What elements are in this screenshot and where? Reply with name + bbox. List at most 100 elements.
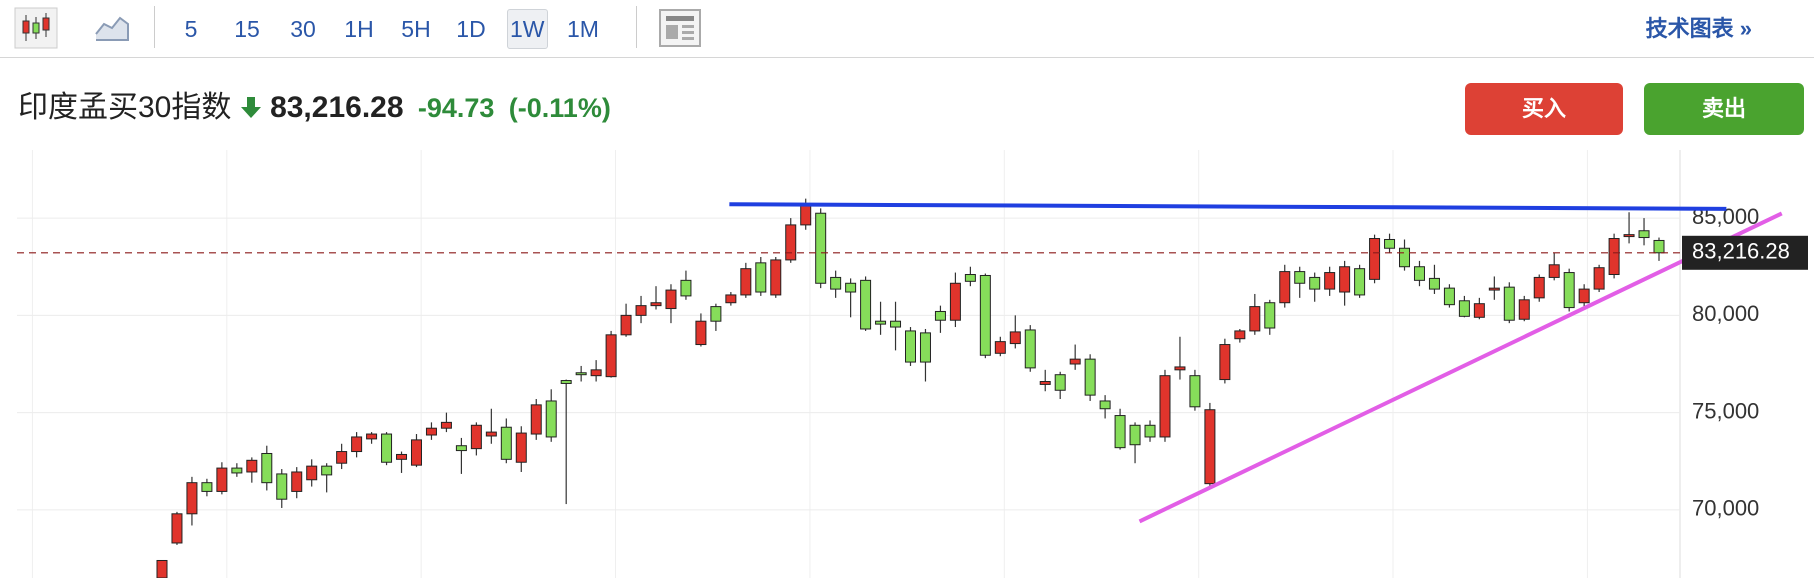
candle-body bbox=[201, 482, 213, 492]
candle-body bbox=[1488, 287, 1500, 291]
candle-body bbox=[1653, 239, 1665, 254]
down-arrow bbox=[240, 97, 261, 118]
price: 83,216.28 bbox=[270, 91, 404, 124]
candle-body bbox=[246, 459, 258, 473]
candle-body bbox=[366, 433, 378, 440]
candle-body bbox=[1294, 271, 1306, 284]
candle-body bbox=[261, 452, 273, 484]
candle-body bbox=[650, 302, 662, 307]
interval-button[interactable]: 1M bbox=[567, 16, 599, 42]
candle-body bbox=[381, 433, 393, 463]
candle-body bbox=[1638, 230, 1650, 239]
candle-body bbox=[1473, 303, 1485, 318]
candle-body bbox=[1324, 272, 1336, 290]
last-price-box bbox=[1682, 235, 1808, 270]
interval-button[interactable]: 1H bbox=[344, 16, 374, 42]
interval-button[interactable]: 1W bbox=[507, 9, 548, 49]
interval-button[interactable]: 1D bbox=[456, 16, 486, 42]
candle-body bbox=[845, 282, 857, 293]
candle-body bbox=[979, 274, 991, 356]
candle-body bbox=[919, 332, 931, 363]
candle-body bbox=[545, 400, 557, 438]
line-icon[interactable] bbox=[94, 12, 130, 42]
separator bbox=[636, 6, 637, 48]
change: -94.73 bbox=[417, 93, 495, 123]
candle-body bbox=[440, 421, 452, 429]
candle-body bbox=[485, 431, 497, 437]
y-tick-label: 75,000 bbox=[1692, 398, 1759, 423]
candle-body bbox=[905, 330, 916, 363]
interval-button[interactable]: 5 bbox=[184, 16, 198, 42]
candle-body bbox=[1249, 306, 1261, 332]
candle-body bbox=[156, 559, 168, 578]
candle-body bbox=[396, 453, 408, 460]
candle-body bbox=[1518, 299, 1530, 320]
candle-body bbox=[410, 439, 422, 466]
y-tick-label: 80,000 bbox=[1692, 301, 1759, 326]
candle-body bbox=[740, 268, 752, 296]
candle-body bbox=[1204, 409, 1216, 485]
trendline bbox=[729, 202, 1727, 211]
tech-chart-link[interactable]: 技术图表 » bbox=[1645, 16, 1752, 41]
candle-body bbox=[1054, 374, 1066, 391]
buy-button[interactable]: 买入 bbox=[1465, 83, 1623, 135]
candle-body bbox=[1458, 300, 1470, 317]
candle-body bbox=[1413, 266, 1425, 281]
candle-body bbox=[875, 320, 887, 325]
candle-body bbox=[710, 306, 722, 322]
candle-body bbox=[575, 372, 587, 376]
candle-body bbox=[1024, 329, 1036, 369]
candle-body bbox=[1084, 358, 1096, 396]
candle-body bbox=[1339, 266, 1351, 293]
candle-body bbox=[830, 276, 842, 290]
candle-body bbox=[1593, 267, 1605, 290]
candle-body bbox=[890, 320, 902, 328]
candle-body bbox=[605, 334, 617, 378]
candle-body bbox=[1384, 238, 1396, 249]
layout-icon[interactable] bbox=[658, 8, 702, 48]
candle-body bbox=[425, 427, 437, 436]
candle-body bbox=[530, 404, 542, 435]
candle-body bbox=[1533, 276, 1545, 299]
candle-body bbox=[815, 212, 827, 284]
interval-button[interactable]: 15 bbox=[234, 16, 260, 42]
last-price-label: 83,216.28 bbox=[1692, 239, 1790, 264]
candle-body bbox=[1264, 302, 1276, 329]
candle-body bbox=[1608, 238, 1620, 276]
candle-body bbox=[1039, 381, 1051, 385]
quote-header: 印度孟买30指数 83,216.28 -94.73 (-0.11%) bbox=[18, 82, 611, 126]
candle-body bbox=[1428, 277, 1440, 290]
candle-body bbox=[1129, 424, 1141, 446]
instrument-name: 印度孟买30指数 bbox=[18, 91, 232, 124]
candle-body bbox=[1114, 415, 1126, 449]
candle-body bbox=[785, 224, 797, 261]
candle-body bbox=[515, 432, 527, 463]
candle-body bbox=[560, 380, 572, 384]
candle-body bbox=[800, 204, 812, 226]
candle-body bbox=[1399, 247, 1411, 268]
candle-body bbox=[276, 473, 288, 500]
sell-button[interactable]: 卖出 bbox=[1644, 83, 1804, 135]
candle-body bbox=[1234, 330, 1246, 340]
candle-body bbox=[1099, 400, 1111, 410]
candle-body bbox=[1069, 358, 1081, 365]
candle-body bbox=[1623, 234, 1635, 238]
candle-body bbox=[1369, 238, 1381, 280]
change-percent: (-0.11%) bbox=[508, 93, 611, 123]
candle-body bbox=[620, 314, 632, 336]
candle-body bbox=[1159, 375, 1171, 438]
candle-body bbox=[1503, 286, 1515, 321]
separator bbox=[154, 6, 155, 48]
candle-body bbox=[470, 424, 482, 450]
candle-icon[interactable] bbox=[14, 7, 58, 49]
candle-body bbox=[949, 282, 961, 321]
candle-body bbox=[755, 262, 767, 293]
candle-body bbox=[231, 467, 243, 474]
candle-body bbox=[1548, 264, 1560, 278]
interval-button[interactable]: 30 bbox=[290, 16, 316, 42]
trendline bbox=[1138, 211, 1783, 524]
y-tick-label: 70,000 bbox=[1692, 496, 1759, 521]
interval-button[interactable]: 5H bbox=[401, 16, 431, 42]
